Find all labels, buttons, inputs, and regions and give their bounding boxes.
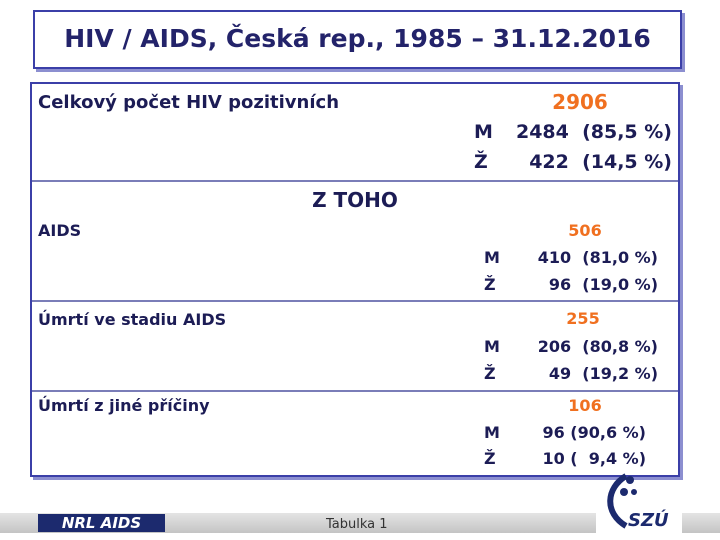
count: 206 (80,8 %) — [537, 337, 658, 356]
section-label: Úmrtí z jiné příčiny — [38, 396, 210, 415]
footer-logo: NRL AIDS — [38, 514, 165, 532]
separator — [32, 390, 678, 392]
total-value: 2906 — [552, 90, 608, 114]
count: 10 ( 9,4 %) — [542, 449, 646, 468]
table-box — [30, 82, 680, 477]
sex: Ž — [474, 151, 488, 173]
section-value: 106 — [568, 396, 602, 415]
szu-logo-mark — [596, 473, 682, 536]
footer-caption: Tabulka 1 — [326, 517, 388, 532]
count: 96 (90,6 %) — [542, 423, 646, 442]
title: HIV / AIDS, Česká rep., 1985 – 31.12.201… — [64, 24, 651, 53]
sex: M — [484, 337, 500, 356]
separator — [32, 300, 678, 302]
separator — [32, 180, 678, 182]
sex: Ž — [484, 275, 496, 294]
sex: M — [484, 423, 500, 442]
section-label: Úmrtí ve stadiu AIDS — [38, 310, 227, 329]
footer-logo2: SZÚ — [628, 510, 669, 531]
total-label: Celkový počet HIV pozitivních — [38, 92, 340, 113]
section-value: 506 — [568, 221, 602, 240]
count: 410 (81,0 %) — [537, 248, 658, 267]
count: 2484 (85,5 %) — [515, 121, 672, 143]
count: 96 (19,0 %) — [548, 275, 658, 294]
count: 49 (19,2 %) — [548, 364, 658, 383]
footer-band — [0, 513, 720, 533]
sex: Ž — [484, 449, 496, 468]
title-box — [33, 10, 682, 69]
sex: Ž — [484, 364, 496, 383]
count: 422 (14,5 %) — [529, 151, 672, 173]
section-label: AIDS — [38, 221, 82, 240]
sex: M — [484, 248, 500, 267]
subheading: Z TOHO — [312, 188, 398, 212]
sex: M — [474, 121, 493, 143]
section-value: 255 — [566, 309, 600, 328]
